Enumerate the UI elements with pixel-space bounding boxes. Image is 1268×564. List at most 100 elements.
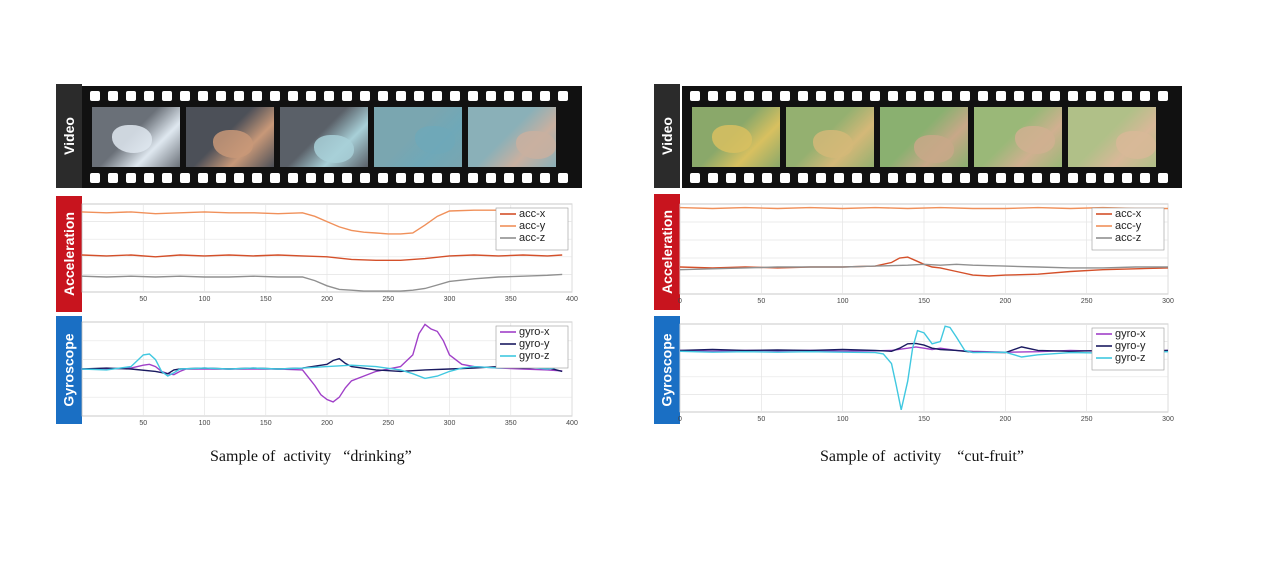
video-frame bbox=[280, 107, 368, 167]
film-sprocket-hole bbox=[486, 91, 496, 101]
x-tick-label: 50 bbox=[139, 296, 147, 303]
film-sprocket-hole bbox=[1050, 173, 1060, 183]
series-line-acc-z bbox=[81, 273, 563, 292]
x-tick-label: 50 bbox=[757, 298, 765, 305]
film-sprocket-hole bbox=[834, 173, 844, 183]
legend-box bbox=[1091, 327, 1165, 371]
film-sprocket-hole bbox=[762, 173, 772, 183]
film-sprocket-hole bbox=[1068, 173, 1078, 183]
film-sprocket-hole bbox=[1014, 173, 1024, 183]
film-sprocket-hole bbox=[960, 91, 970, 101]
film-sprocket-hole bbox=[504, 91, 514, 101]
film-sprocket-hole bbox=[126, 91, 136, 101]
film-sprocket-hole bbox=[180, 173, 190, 183]
frame-hand-shape bbox=[712, 125, 752, 153]
film-sprocket-hole bbox=[270, 173, 280, 183]
film-sprocket-hole bbox=[144, 91, 154, 101]
video-filmstrip-left bbox=[82, 86, 582, 188]
film-sprocket-hole bbox=[468, 173, 478, 183]
film-sprocket-hole bbox=[432, 173, 442, 183]
film-sprocket-hole bbox=[522, 91, 532, 101]
film-sprocket-hole bbox=[468, 91, 478, 101]
video-frame bbox=[692, 107, 780, 167]
film-sprocket-hole bbox=[780, 173, 790, 183]
film-sprocket-hole bbox=[1158, 91, 1168, 101]
film-sprocket-hole bbox=[708, 173, 718, 183]
film-sprocket-hole bbox=[270, 91, 280, 101]
film-sprocket-hole bbox=[450, 173, 460, 183]
film-sprocket-hole bbox=[1104, 173, 1114, 183]
film-sprocket-hole bbox=[216, 91, 226, 101]
video-frame bbox=[468, 107, 556, 167]
frame-hand-shape bbox=[415, 126, 455, 154]
series-line-gyro-y bbox=[81, 357, 563, 375]
x-tick-label: 300 bbox=[444, 420, 456, 427]
video-label-left: Video bbox=[56, 84, 82, 188]
film-sprocket-hole bbox=[558, 91, 568, 101]
series-line-acc-z bbox=[679, 263, 1168, 271]
legend-entry: acc-z bbox=[1115, 232, 1141, 244]
x-tick-label: 400 bbox=[566, 296, 578, 303]
film-sprocket-hole bbox=[726, 91, 736, 101]
x-tick-label: 150 bbox=[260, 420, 272, 427]
film-sprocket-hole bbox=[540, 91, 550, 101]
x-tick-label: 300 bbox=[1162, 298, 1174, 305]
film-sprocket-hole bbox=[924, 173, 934, 183]
x-tick-label: 0 bbox=[678, 298, 682, 305]
series-line-gyro-z bbox=[679, 325, 1169, 410]
video-frame bbox=[186, 107, 274, 167]
video-frame bbox=[880, 107, 968, 167]
film-sprocket-hole bbox=[450, 91, 460, 101]
frame-hand-shape bbox=[314, 135, 354, 163]
legend-entry: gyro-y bbox=[519, 338, 550, 350]
caption-left: Sample of activity “drinking” bbox=[210, 448, 412, 465]
film-sprocket-hole bbox=[1032, 91, 1042, 101]
film-sprocket-hole bbox=[90, 173, 100, 183]
film-sprocket-hole bbox=[852, 91, 862, 101]
film-sprocket-hole bbox=[942, 91, 952, 101]
film-sprocket-hole bbox=[870, 91, 880, 101]
x-tick-label: 200 bbox=[321, 296, 333, 303]
legend-entry: gyro-y bbox=[1115, 340, 1146, 352]
legend-entry: gyro-z bbox=[519, 350, 550, 362]
film-sprocket-hole bbox=[978, 91, 988, 101]
video-frame bbox=[92, 107, 180, 167]
legend-entry: gyro-z bbox=[1115, 352, 1146, 364]
film-sprocket-hole bbox=[360, 91, 370, 101]
gyroscope-label-left: Gyroscope bbox=[56, 316, 82, 424]
x-tick-label: 400 bbox=[566, 420, 578, 427]
frame-hand-shape bbox=[112, 125, 152, 153]
film-sprocket-hole bbox=[504, 173, 514, 183]
acceleration-label-left: Acceleration bbox=[56, 196, 82, 312]
video-frame bbox=[1068, 107, 1156, 167]
x-tick-label: 150 bbox=[918, 298, 930, 305]
film-sprocket-hole bbox=[1086, 91, 1096, 101]
x-tick-label: 350 bbox=[505, 296, 517, 303]
x-tick-label: 250 bbox=[382, 296, 394, 303]
film-sprocket-hole bbox=[162, 173, 172, 183]
film-sprocket-hole bbox=[198, 91, 208, 101]
film-sprocket-hole bbox=[690, 91, 700, 101]
frame-hand-shape bbox=[813, 130, 853, 158]
video-label-right: Video bbox=[654, 84, 680, 188]
film-sprocket-hole bbox=[762, 91, 772, 101]
video-frame bbox=[974, 107, 1062, 167]
x-tick-label: 100 bbox=[837, 298, 849, 305]
film-sprocket-hole bbox=[234, 91, 244, 101]
gyroscope-chart-left: 50 100 150 200 250 300 350 400 gyro-xgyro-ygyro-… bbox=[81, 321, 578, 427]
series-line-gyro-y bbox=[679, 342, 1169, 354]
x-tick-label: 150 bbox=[260, 296, 272, 303]
film-sprocket-hole bbox=[780, 91, 790, 101]
x-tick-label: 200 bbox=[999, 298, 1011, 305]
x-tick-label: 0 bbox=[678, 416, 682, 423]
film-sprocket-hole bbox=[1140, 91, 1150, 101]
film-sprocket-hole bbox=[522, 173, 532, 183]
film-sprocket-hole bbox=[1122, 91, 1132, 101]
film-sprocket-hole bbox=[960, 173, 970, 183]
x-tick-label: 200 bbox=[999, 416, 1011, 423]
x-tick-label: 150 bbox=[918, 416, 930, 423]
